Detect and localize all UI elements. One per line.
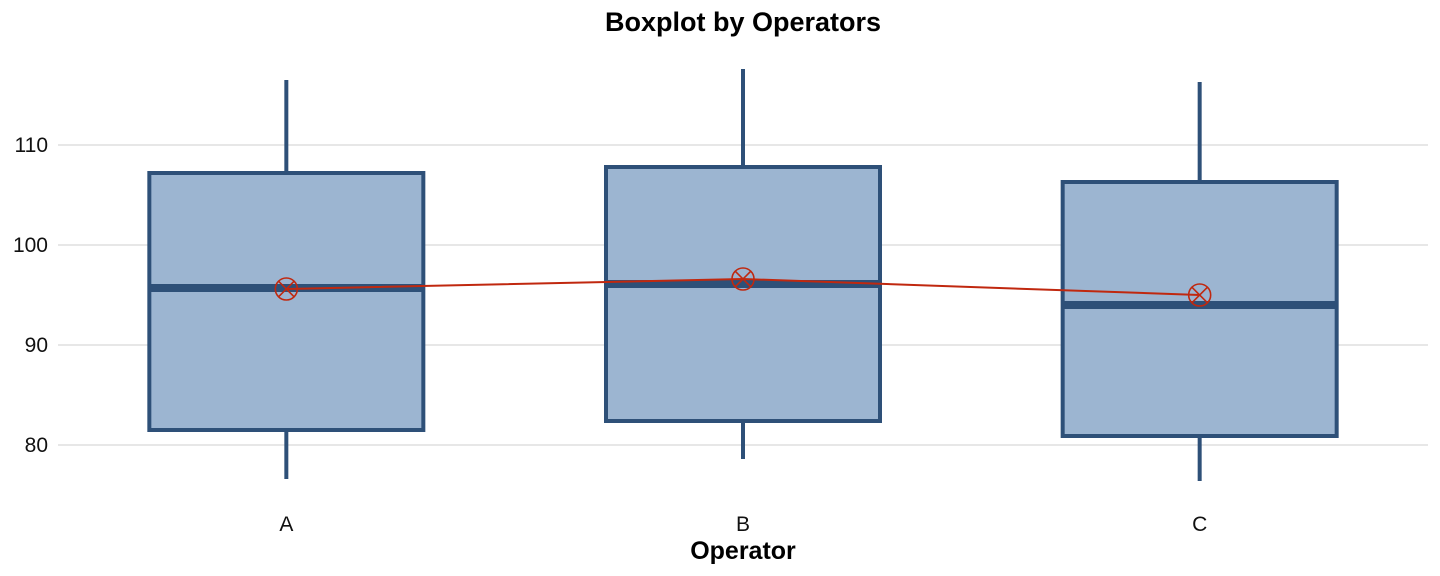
mean-marker-circle-B [731, 267, 755, 291]
mean-marker-cross-b-B [734, 270, 752, 288]
mean-marker-C [1187, 283, 1212, 307]
y-tick-label-100: 100 [13, 234, 48, 257]
mean-marker-cross-b-A [277, 280, 295, 298]
mean-marker-circle-A [274, 277, 299, 301]
y-axis-ticks: 80 90 100 110 [13, 134, 48, 457]
mean-marker-circle-C [1187, 283, 1212, 307]
mean-marker-cross-b-C [1191, 286, 1209, 304]
boxes-layer [147, 69, 1339, 481]
chart-title: Boxplot by Operators [605, 7, 881, 37]
iqr-box-B [604, 165, 882, 423]
x-tick-label-C: C [1192, 513, 1207, 536]
box-C [1060, 82, 1339, 481]
mean-marker-A [274, 277, 299, 301]
box-A [147, 80, 426, 479]
box-B [604, 69, 882, 459]
x-axis-label: Operator [690, 537, 796, 565]
mean-marker-B [731, 267, 755, 291]
mean-layer [274, 267, 1212, 307]
y-tick-label-90: 90 [25, 334, 48, 357]
x-axis-ticks: A B C [279, 513, 1207, 536]
y-tick-label-110: 110 [15, 134, 48, 157]
x-tick-label-B: B [736, 513, 750, 536]
x-tick-label-A: A [279, 513, 293, 536]
y-tick-label-80: 80 [25, 434, 48, 457]
iqr-box-A [147, 171, 426, 432]
